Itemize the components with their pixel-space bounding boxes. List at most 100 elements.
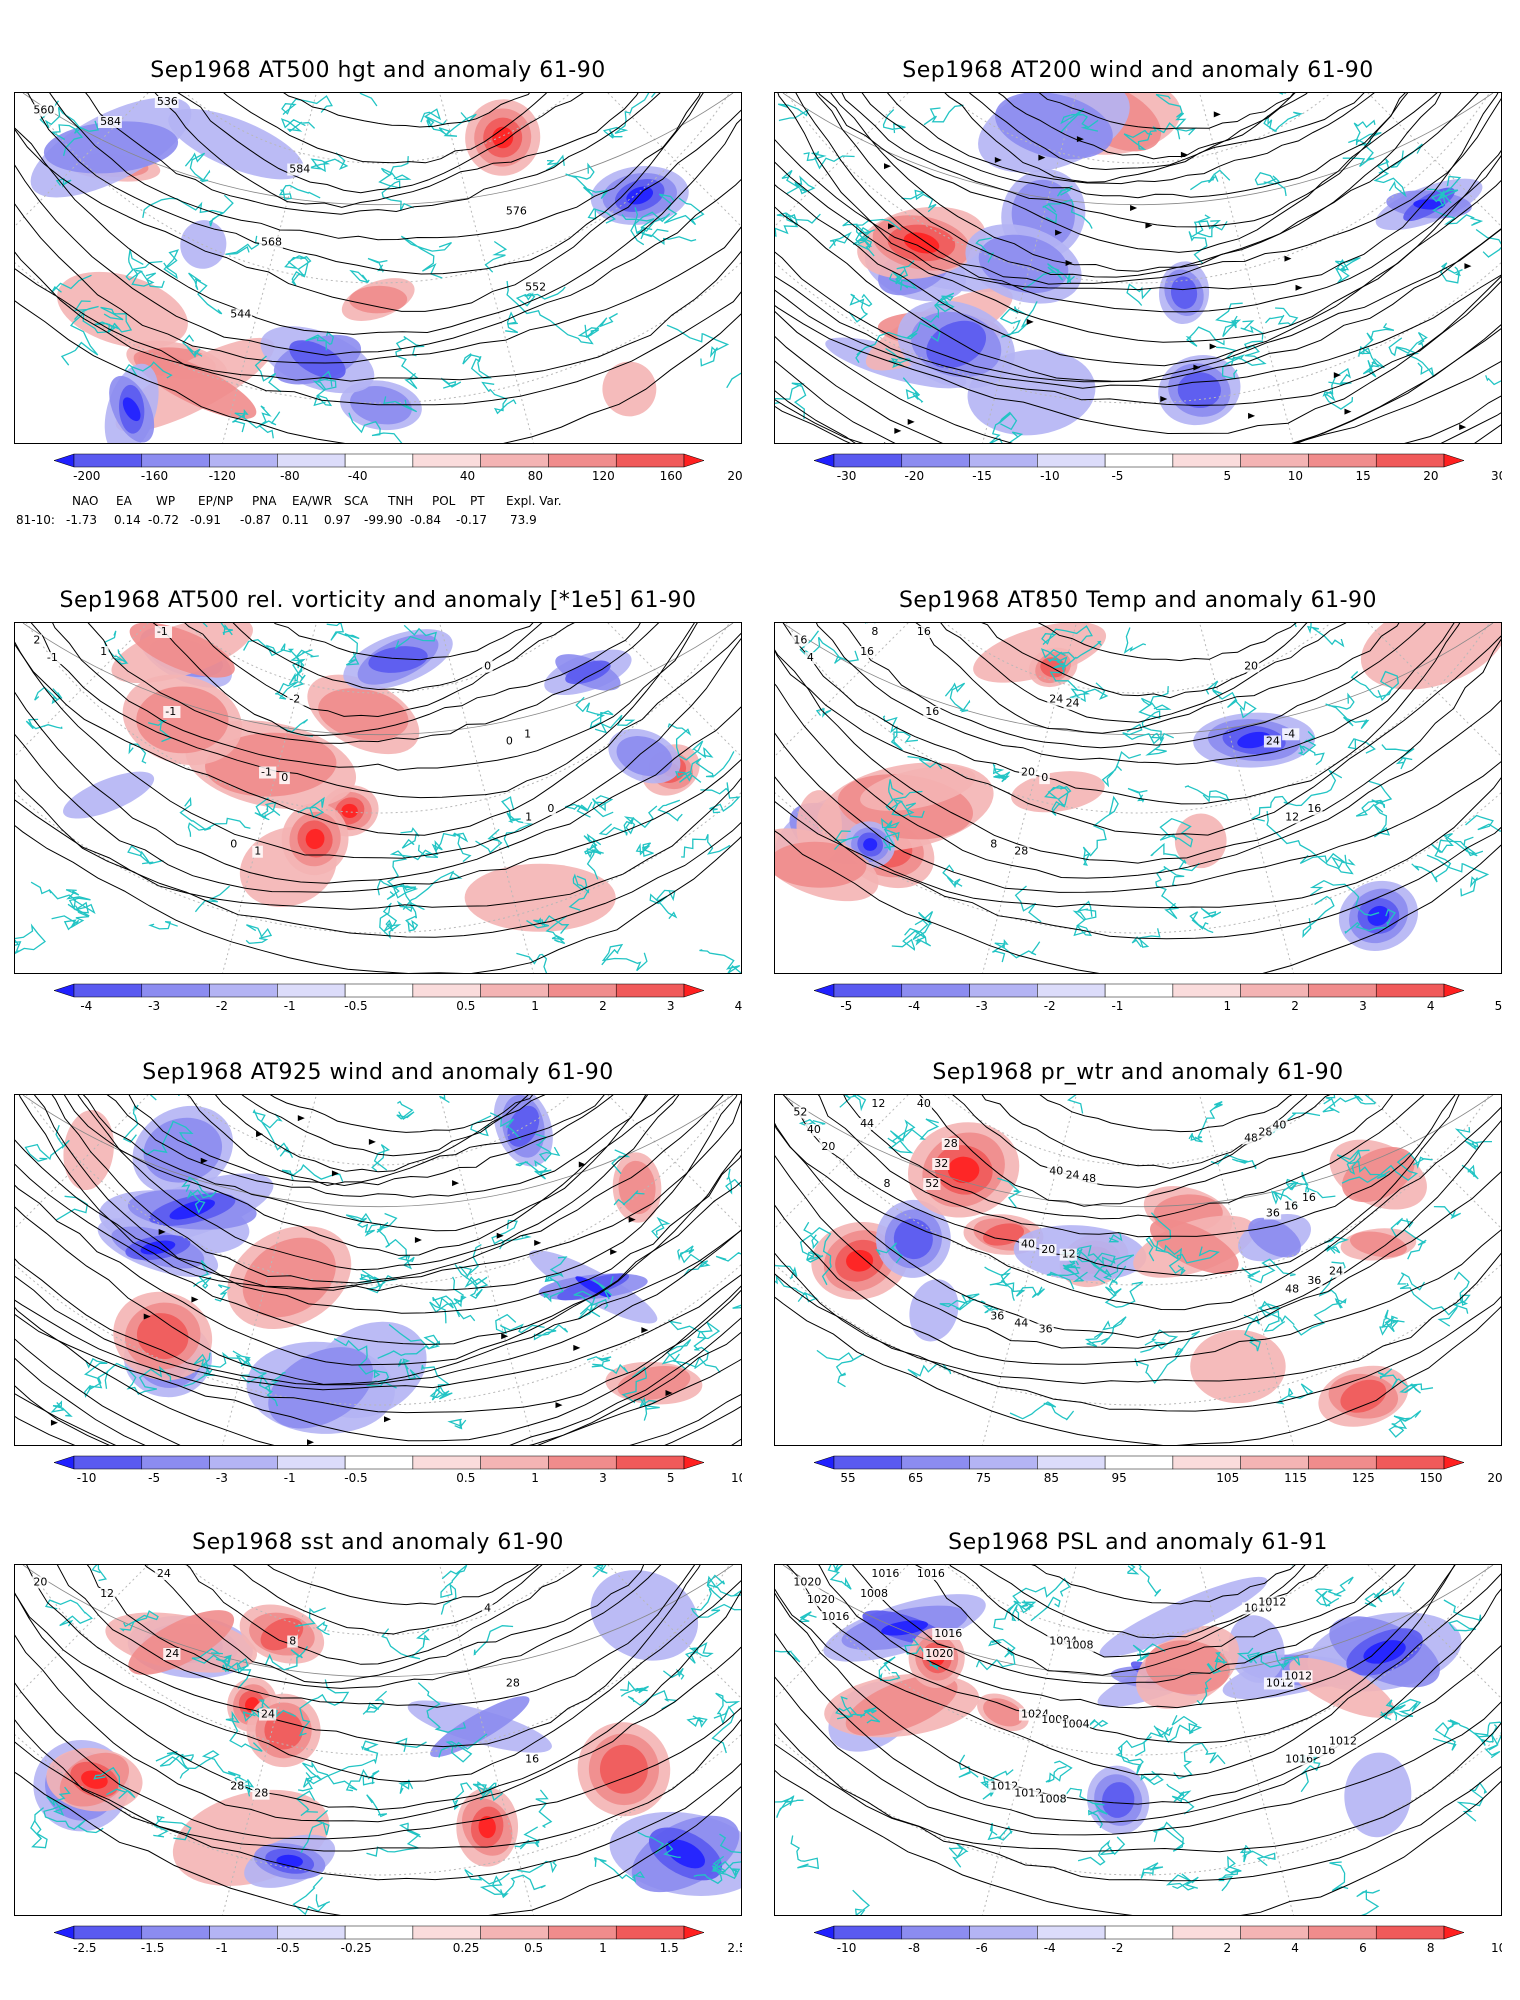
panel-title: Sep1968 AT925 wind and anomaly 61-90 [142, 1060, 614, 1085]
contour-label: 1012 [990, 1780, 1018, 1793]
polar-map: 16 8 12 16 20 24 16 24 20 16 28 16 4 0 -4 8 24 [774, 622, 1502, 974]
colorbar-tick-label: 75 [976, 1471, 991, 1485]
colorbar-tick-label: -6 [976, 1941, 988, 1955]
index-value: -0.84 [410, 513, 442, 527]
contour-label-bg [1019, 766, 1037, 779]
colorbar-segment [344, 983, 414, 998]
contour-label: -1 [261, 766, 272, 779]
colorbar-tick-label: 8 [1427, 1941, 1435, 1955]
colorbar-segment [969, 983, 1038, 998]
contour-label-bg [503, 205, 528, 218]
contour-label: 4 [807, 651, 814, 664]
colorbar-tick-label: 3 [1359, 999, 1367, 1013]
wind-arrow [368, 1138, 376, 1145]
colorbar: -10 -5 -3 -1 -0.5 0.5 1 3 5 10 [14, 1452, 742, 1492]
colorbar-tick-label: -30 [837, 469, 857, 483]
wind-arrow [1209, 343, 1217, 350]
wind-arrow [1130, 205, 1138, 212]
positive-anomaly-shading [242, 1237, 336, 1318]
colorbar-segment [1240, 1925, 1309, 1940]
negative-anomaly-shading [1102, 1782, 1135, 1818]
contour-label: 16 [793, 633, 807, 646]
contour-label-bg [988, 1310, 1006, 1323]
positive-anomaly-shading [947, 1156, 980, 1184]
colorbar-arrow-right [1443, 983, 1465, 998]
contour-label-bg [287, 1635, 298, 1648]
colorbar-arrow-left [813, 453, 835, 468]
contour-label-bg [941, 1138, 959, 1150]
index-value: 73.9 [510, 513, 537, 527]
contour-label: 1 [100, 645, 107, 658]
contour-label-bg [1305, 803, 1323, 816]
contour-label: 1012 [1284, 1669, 1312, 1682]
contour-label-bg [1063, 697, 1081, 710]
negative-anomaly-shading [1344, 1752, 1412, 1838]
colorbar-tick-label: 5 [667, 1471, 675, 1485]
negative-anomaly-shading [1363, 1640, 1406, 1664]
colorbar: -5 -4 -3 -2 -1 1 2 3 4 5 [774, 980, 1502, 1020]
contour-label: 20 [33, 1575, 47, 1588]
contour-label: 1008 [1066, 1639, 1094, 1652]
colorbar-tick-label: 200 [727, 469, 742, 483]
negative-anomaly-shading [1237, 731, 1271, 749]
contour-label: 8 [990, 838, 997, 851]
coastlines [799, 623, 1501, 963]
index-name: EA [116, 494, 132, 508]
polar-map: 24 28 16 20 24 28 12 8 4 24 28 [14, 1564, 742, 1916]
index-name: NAO [72, 494, 99, 508]
wind-arrow [383, 1416, 391, 1423]
positive-anomaly-shading [602, 361, 657, 417]
wind-arrow [578, 1161, 586, 1168]
contour-label-bg [791, 1106, 809, 1119]
wind-arrow [1055, 229, 1063, 236]
polar-map: 1016101210161020102410121008100410161020… [774, 1564, 1502, 1916]
colorbar-segment [73, 453, 143, 468]
wind-arrow [191, 1296, 199, 1303]
contour-label-bg [804, 1594, 836, 1607]
colorbar-tick-label: -5 [148, 1471, 160, 1485]
contour-label: 28 [230, 1780, 244, 1793]
contour-label-bg [259, 766, 277, 779]
colorbar-tick-label: -0.5 [276, 1941, 299, 1955]
negative-anomaly-shading [881, 1620, 929, 1636]
index-value: 0.11 [282, 513, 309, 527]
contour-label-bg [1305, 1275, 1323, 1288]
colorbar-segment [73, 1455, 143, 1470]
colorbar-segment [969, 1925, 1038, 1940]
colorbar-tick-label: 150 [1420, 1471, 1443, 1485]
colorbar-tick-label: -200 [73, 469, 100, 483]
contour-label-bg [1012, 1787, 1043, 1800]
polar-map: 40 36 48 52 40 36 44 40 48 52 44 36 40 20 16 12 24 28 32 36… [774, 1094, 1502, 1446]
colorbar-segment [1037, 453, 1106, 468]
colorbar-tick-label: 55 [840, 1471, 855, 1485]
colorbar-arrow-right [683, 1925, 705, 1940]
colorbar-tick-label: 80 [528, 469, 543, 483]
wind-arrow [883, 442, 886, 443]
contour-lines [15, 93, 741, 443]
contour-label-bg [988, 838, 999, 851]
wind-arrow [1333, 372, 1341, 379]
colorbar-segment [833, 983, 903, 998]
contour-label-bg [1012, 845, 1030, 858]
contour-label-bg [1242, 660, 1260, 673]
wind-arrow [297, 1115, 305, 1122]
colorbar-segment [1375, 1925, 1445, 1940]
colorbar-segment [277, 453, 346, 468]
contour-label-bg [503, 1677, 522, 1690]
panel-title: Sep1968 sst and anomaly 61-90 [192, 1530, 564, 1555]
colorbar-tick-label: 1 [599, 1941, 607, 1955]
colorbar-tick-label: -0.5 [344, 999, 367, 1013]
wind-arrow [1464, 263, 1472, 270]
contour-label-bg [1327, 1265, 1345, 1278]
negative-anomaly-shading [368, 646, 428, 673]
contour-label-bg [804, 652, 816, 665]
contour-label-bg [228, 308, 253, 321]
contour-label: -4 [1284, 727, 1295, 740]
contour-label: 16 [925, 705, 939, 718]
colorbar-segment [412, 1455, 481, 1470]
wind-arrow [200, 1157, 208, 1164]
wind-arrow [306, 1439, 314, 1445]
panel-title: Sep1968 AT500 hgt and anomaly 61-90 [150, 58, 606, 83]
contour-label-bg [523, 811, 534, 824]
